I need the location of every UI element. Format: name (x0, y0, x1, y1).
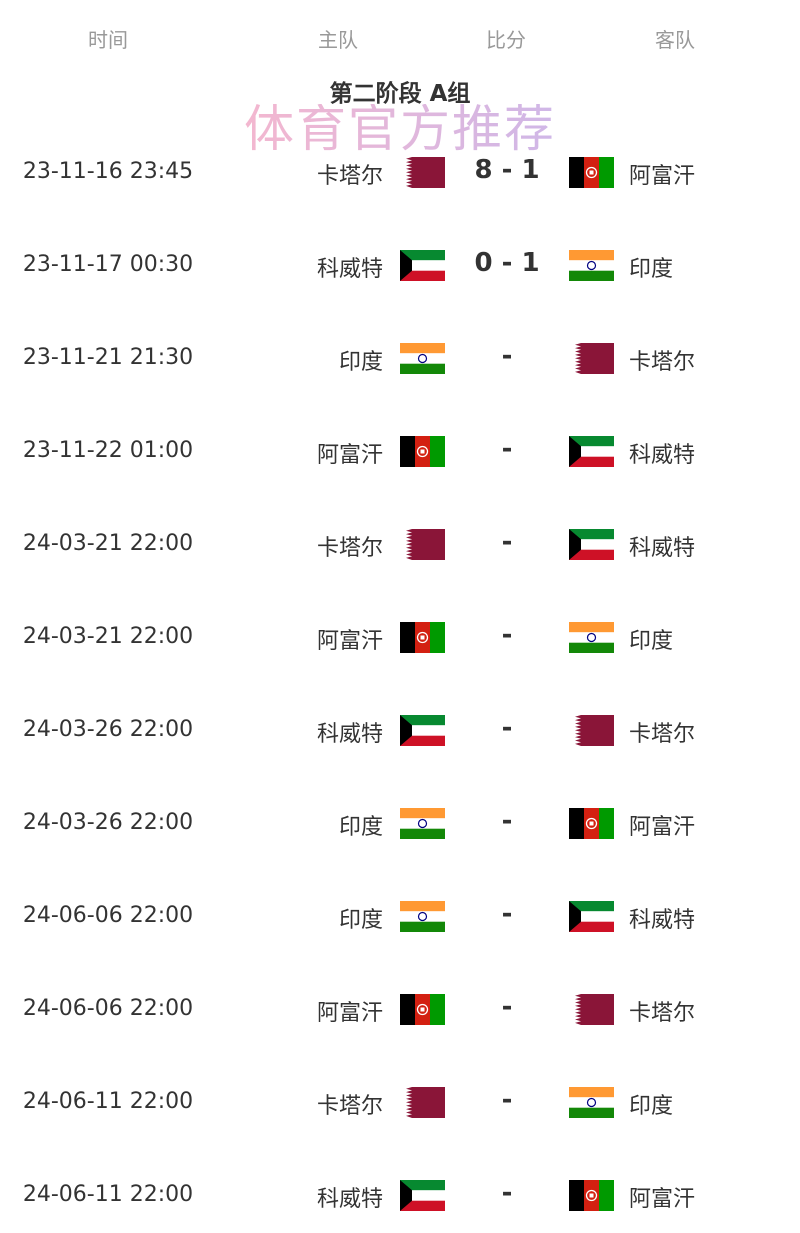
match-row[interactable]: 24-06-11 22:00 卡塔尔 - 印度 (0, 1083, 800, 1123)
india-flag-icon (569, 1087, 614, 1118)
kuwait-flag-icon (400, 715, 445, 746)
match-time: 23-11-17 00:30 (22, 252, 194, 277)
away-team: 阿富汗 (629, 164, 696, 189)
afghanistan-flag-icon (400, 622, 445, 653)
match-score: - (501, 434, 513, 464)
header-time: 时间 (88, 28, 128, 52)
match-time: 24-06-11 22:00 (22, 1089, 194, 1114)
match-row[interactable]: 24-03-26 22:00 印度 - 阿富汗 (0, 804, 800, 844)
match-time: 23-11-21 21:30 (22, 345, 194, 370)
match-time: 24-06-06 22:00 (22, 903, 194, 928)
away-team: 卡塔尔 (629, 1001, 696, 1026)
qatar-flag-icon (400, 529, 445, 560)
home-team: 卡塔尔 (316, 536, 383, 561)
afghanistan-flag-icon (569, 1180, 614, 1211)
away-team: 印度 (629, 257, 674, 282)
match-time: 23-11-22 01:00 (22, 438, 194, 463)
away-team: 卡塔尔 (629, 350, 696, 375)
away-team: 印度 (629, 1094, 674, 1119)
match-time: 24-03-21 22:00 (22, 624, 194, 649)
match-time: 24-03-26 22:00 (22, 810, 194, 835)
match-row[interactable]: 24-06-06 22:00 阿富汗 - 卡塔尔 (0, 990, 800, 1030)
india-flag-icon (400, 343, 445, 374)
match-row[interactable]: 24-06-11 22:00 科威特 - 阿富汗 (0, 1176, 800, 1216)
away-team: 阿富汗 (629, 1187, 696, 1212)
match-row[interactable]: 24-03-21 22:00 阿富汗 - 印度 (0, 618, 800, 658)
match-score: - (501, 341, 513, 371)
india-flag-icon (400, 901, 445, 932)
home-team: 科威特 (316, 1187, 383, 1212)
home-team: 阿富汗 (316, 443, 383, 468)
away-team: 印度 (629, 629, 674, 654)
match-score: - (501, 1085, 513, 1115)
home-team: 科威特 (316, 722, 383, 747)
afghanistan-flag-icon (569, 808, 614, 839)
kuwait-flag-icon (400, 250, 445, 281)
match-time: 24-03-26 22:00 (22, 717, 194, 742)
away-team: 科威特 (629, 536, 696, 561)
match-row[interactable]: 24-06-06 22:00 印度 - 科威特 (0, 897, 800, 937)
home-team: 卡塔尔 (316, 164, 383, 189)
match-row[interactable]: 24-03-26 22:00 科威特 - 卡塔尔 (0, 711, 800, 751)
match-row[interactable]: 23-11-17 00:30 科威特 0 - 1 印度 (0, 246, 800, 286)
home-team: 印度 (338, 908, 383, 933)
match-time: 24-03-21 22:00 (22, 531, 194, 556)
match-row[interactable]: 23-11-21 21:30 印度 - 卡塔尔 (0, 339, 800, 379)
match-row[interactable]: 24-03-21 22:00 卡塔尔 - 科威特 (0, 525, 800, 565)
watermark: 体育官方推荐 (244, 100, 556, 158)
qatar-flag-icon (569, 343, 614, 374)
group-title: 第二阶段 A组 (329, 81, 471, 107)
kuwait-flag-icon (400, 1180, 445, 1211)
kuwait-flag-icon (569, 529, 614, 560)
match-row[interactable]: 23-11-16 23:45 卡塔尔 8 - 1 阿富汗 (0, 153, 800, 193)
match-time: 23-11-16 23:45 (22, 159, 194, 184)
home-team: 科威特 (316, 257, 383, 282)
home-team: 阿富汗 (316, 1001, 383, 1026)
qatar-flag-icon (400, 1087, 445, 1118)
away-team: 卡塔尔 (629, 722, 696, 747)
match-score: - (501, 992, 513, 1022)
india-flag-icon (569, 250, 614, 281)
home-team: 阿富汗 (316, 629, 383, 654)
match-time: 24-06-11 22:00 (22, 1182, 194, 1207)
qatar-flag-icon (569, 715, 614, 746)
match-score: 0 - 1 (474, 248, 540, 278)
match-time: 24-06-06 22:00 (22, 996, 194, 1021)
afghanistan-flag-icon (400, 436, 445, 467)
away-team: 科威特 (629, 443, 696, 468)
match-score: 8 - 1 (474, 155, 540, 185)
header-home: 主队 (318, 28, 358, 52)
home-team: 印度 (338, 350, 383, 375)
home-team: 卡塔尔 (316, 1094, 383, 1119)
qatar-flag-icon (400, 157, 445, 188)
away-team: 阿富汗 (629, 815, 696, 840)
away-team: 科威特 (629, 908, 696, 933)
match-row[interactable]: 23-11-22 01:00 阿富汗 - 科威特 (0, 432, 800, 472)
afghanistan-flag-icon (569, 157, 614, 188)
match-score: - (501, 899, 513, 929)
match-score: - (501, 806, 513, 836)
match-score: - (501, 713, 513, 743)
afghanistan-flag-icon (400, 994, 445, 1025)
match-score: - (501, 620, 513, 650)
india-flag-icon (569, 622, 614, 653)
header-score: 比分 (486, 28, 526, 52)
header-away: 客队 (655, 28, 695, 52)
kuwait-flag-icon (569, 436, 614, 467)
match-score: - (501, 527, 513, 557)
home-team: 印度 (338, 815, 383, 840)
kuwait-flag-icon (569, 901, 614, 932)
india-flag-icon (400, 808, 445, 839)
qatar-flag-icon (569, 994, 614, 1025)
match-score: - (501, 1178, 513, 1208)
